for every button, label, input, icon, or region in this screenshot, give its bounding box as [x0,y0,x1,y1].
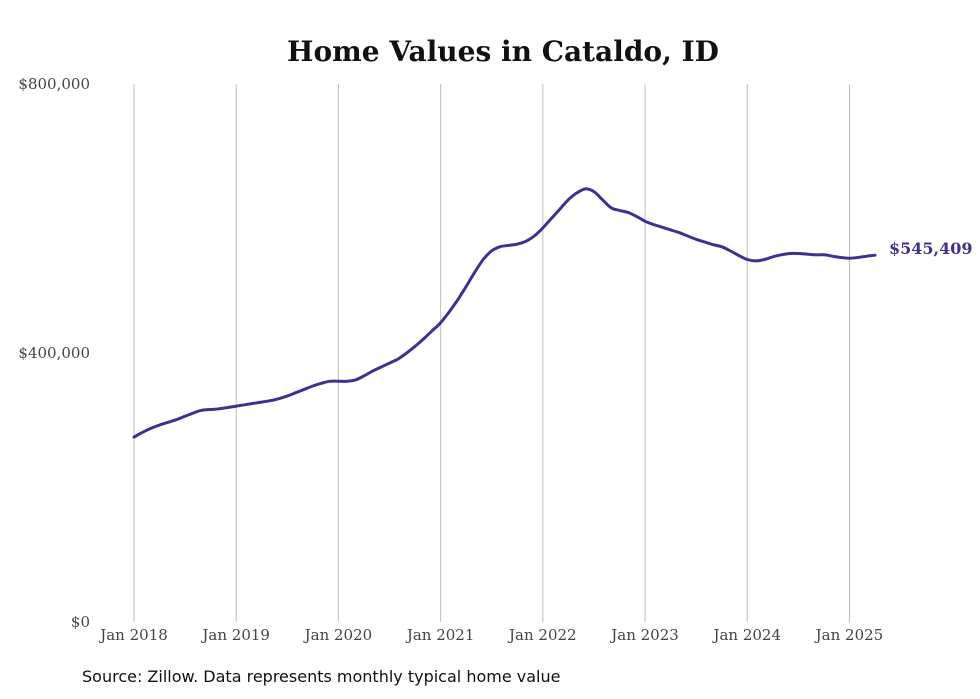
y-tick-label: $400,000 [18,344,90,362]
x-tick-label: Jan 2024 [711,626,781,644]
chart-title: Home Values in Cataldo, ID [287,35,719,68]
gridlines [133,84,850,622]
y-tick-label: $0 [71,613,90,631]
x-tick-label: Jan 2020 [303,626,373,644]
end-value-label: $545,409 [889,239,973,258]
line-chart: Home Values in Cataldo, ID $0 $400,000 $80… [18,35,973,644]
series-line-0 [132,187,877,439]
y-tick-label: $800,000 [18,75,90,93]
y-axis-ticks: $0 $400,000 $800,000 [18,75,90,631]
source-note: Source: Zillow. Data represents monthly … [82,667,561,686]
x-tick-label: Jan 2022 [507,626,577,644]
x-tick-label: Jan 2019 [200,626,270,644]
x-tick-label: Jan 2021 [405,626,475,644]
series-layer: $545,409 [132,187,973,439]
x-tick-label: Jan 2023 [609,626,679,644]
x-tick-label: Jan 2025 [814,626,884,644]
x-axis-ticks: Jan 2018 Jan 2019 Jan 2020 Jan 2021 Jan 2022… [98,626,883,644]
x-tick-label: Jan 2018 [98,626,168,644]
